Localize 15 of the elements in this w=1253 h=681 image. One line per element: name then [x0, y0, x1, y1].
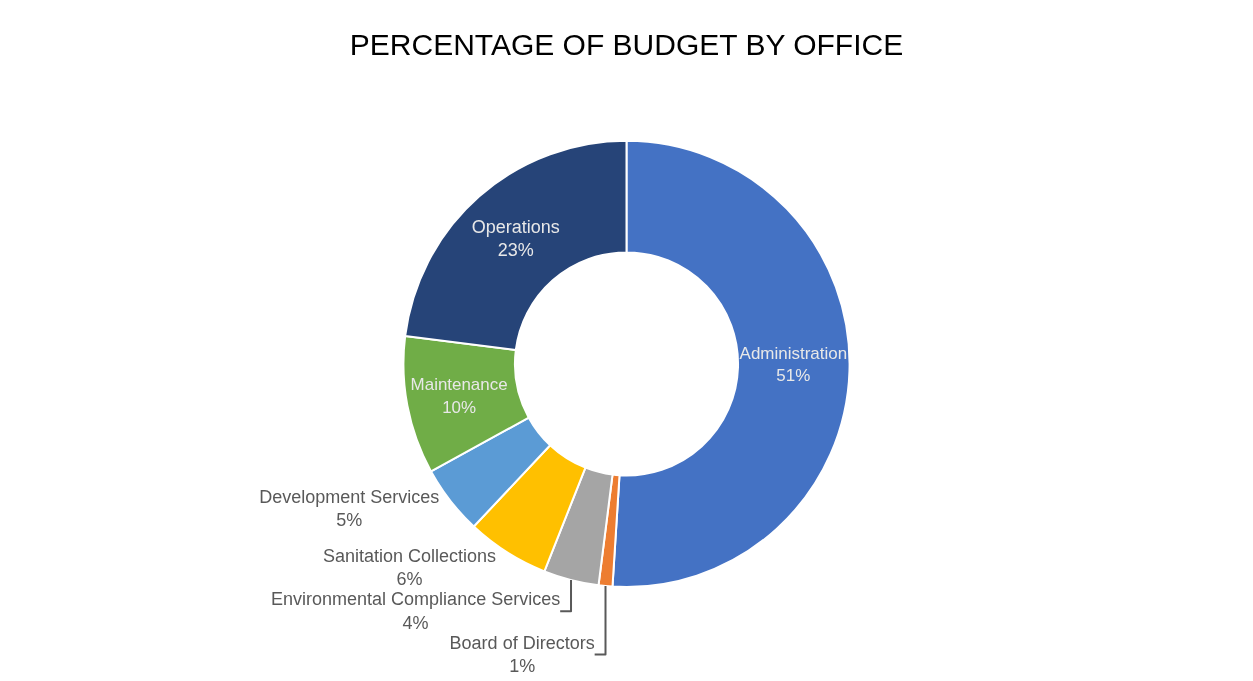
- data-label: 51%: [776, 365, 811, 385]
- slice-label: Sanitation Collections: [323, 546, 497, 567]
- data-label: 10%: [442, 397, 477, 417]
- slice-label: Administration: [739, 343, 848, 363]
- data-label: 23%: [497, 240, 534, 261]
- data-label: 5%: [336, 510, 363, 531]
- data-label: 6%: [396, 569, 423, 590]
- slice-label: Maintenance: [410, 375, 508, 395]
- slice-label: Operations: [471, 216, 560, 237]
- slice-label: Environmental Compliance Services: [271, 589, 561, 610]
- slice-label: Board of Directors: [449, 632, 595, 653]
- data-label: 4%: [402, 612, 429, 633]
- data-label: 1%: [509, 656, 536, 677]
- slice-label: Development Services: [259, 487, 440, 508]
- chart-title: PERCENTAGE OF BUDGET BY OFFICE: [349, 28, 904, 62]
